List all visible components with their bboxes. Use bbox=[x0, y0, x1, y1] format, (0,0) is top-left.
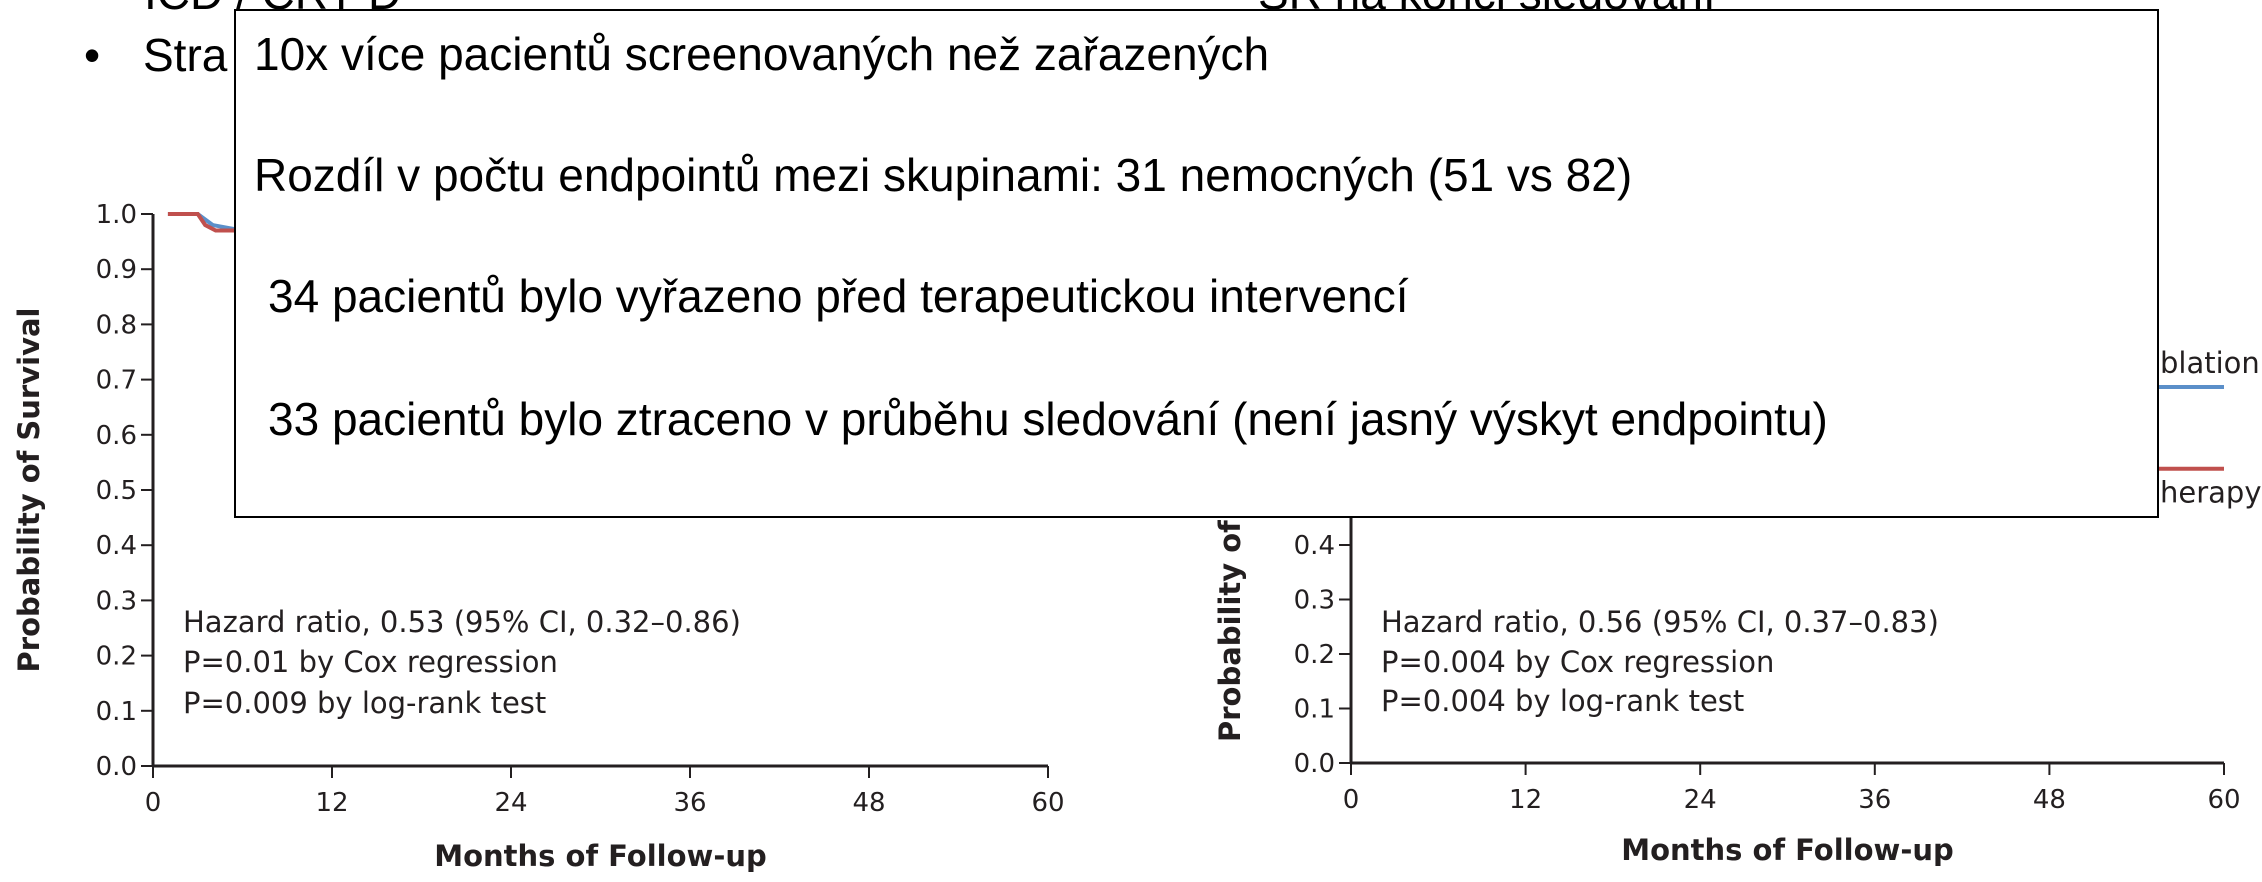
survival-curve bbox=[167, 212, 243, 233]
y-tick-label: 0.2 bbox=[96, 642, 137, 672]
y-tick-label: 0.1 bbox=[96, 697, 137, 727]
annotation: P=0.009 by log-rank test bbox=[183, 686, 546, 720]
x-tick-label: 60 bbox=[2207, 785, 2240, 815]
annotation: P=0.004 by log-rank test bbox=[1381, 684, 1744, 718]
x-tick-label: 36 bbox=[1858, 785, 1891, 815]
y-tick-label: 0.0 bbox=[1294, 749, 1335, 779]
x-tick-label: 12 bbox=[315, 788, 348, 818]
y-tick-label: 0.8 bbox=[96, 310, 137, 340]
popup: 10x více pacientů screenovaných než zařa… bbox=[234, 9, 2159, 518]
y-tick-label: 0.4 bbox=[96, 531, 137, 561]
y-axis-label: Probability of H bbox=[1213, 486, 1247, 742]
popup-line: 33 pacientů bylo ztraceno v průběhu sled… bbox=[268, 393, 1828, 445]
x-tick-label: 48 bbox=[2033, 785, 2066, 815]
annotation: Hazard ratio, 0.53 (95% CI, 0.32–0.86) bbox=[183, 605, 741, 639]
y-tick-label: 0.6 bbox=[96, 421, 137, 451]
x-tick-label: 48 bbox=[852, 788, 885, 818]
x-tick-label: 36 bbox=[673, 788, 706, 818]
bullet-dot: • bbox=[84, 29, 101, 81]
y-tick-label: 0.1 bbox=[1294, 695, 1335, 725]
x-tick-label: 24 bbox=[1684, 785, 1717, 815]
annotation: P=0.004 by Cox regression bbox=[1381, 645, 1774, 679]
popup-line: 10x více pacientů screenovaných než zařa… bbox=[254, 28, 1270, 80]
curve-label: herapy bbox=[2160, 476, 2262, 510]
y-tick-label: 0.3 bbox=[1294, 586, 1335, 616]
slide-text: Stra bbox=[143, 29, 228, 81]
y-tick-label: 0.4 bbox=[1294, 531, 1335, 561]
y-tick-label: 0.3 bbox=[96, 586, 137, 616]
y-tick-label: 0.9 bbox=[96, 255, 137, 285]
x-tick-label: 0 bbox=[145, 788, 162, 818]
y-tick-label: 0.5 bbox=[96, 476, 137, 506]
y-tick-label: 1.0 bbox=[96, 200, 137, 230]
y-tick-label: 0.2 bbox=[1294, 640, 1335, 670]
x-axis-label: Months of Follow-up bbox=[434, 839, 767, 873]
popup-line: Rozdíl v počtu endpointů mezi skupinami:… bbox=[254, 149, 1633, 201]
annotation: Hazard ratio, 0.56 (95% CI, 0.37–0.83) bbox=[1381, 605, 1939, 639]
x-tick-label: 24 bbox=[494, 788, 527, 818]
y-tick-label: 0.7 bbox=[96, 366, 137, 396]
x-tick-label: 0 bbox=[1343, 785, 1360, 815]
y-axis-label: Probability of Survival bbox=[12, 308, 46, 673]
annotation: P=0.01 by Cox regression bbox=[183, 645, 558, 679]
curve-label: blation bbox=[2160, 346, 2260, 380]
x-axis-label: Months of Follow-up bbox=[1621, 833, 1954, 867]
x-tick-label: 60 bbox=[1031, 788, 1064, 818]
x-tick-label: 12 bbox=[1509, 785, 1542, 815]
y-tick-label: 0.0 bbox=[96, 752, 137, 782]
popup-line: 34 pacientů bylo vyřazeno před terapeuti… bbox=[268, 270, 1409, 322]
